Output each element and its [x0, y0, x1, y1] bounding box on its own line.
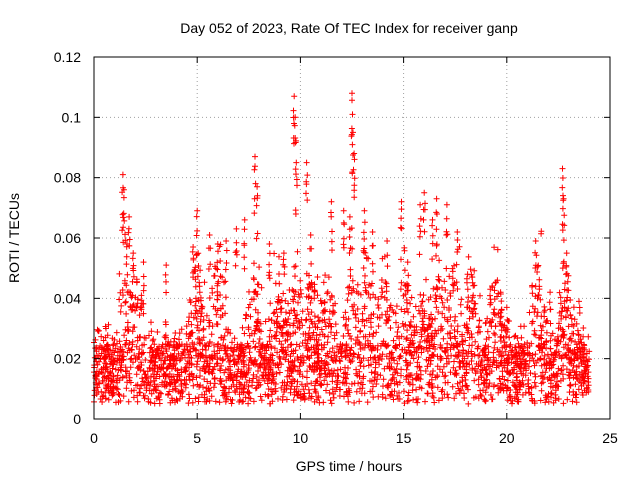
- y-tick-label: 0.1: [62, 109, 82, 125]
- grid-lines: [94, 57, 610, 419]
- y-axis-label: ROTI / TECUs: [6, 193, 22, 283]
- y-tick-label: 0.06: [54, 230, 81, 246]
- x-tick-label: 15: [396, 430, 412, 446]
- y-tick-label: 0.04: [54, 290, 81, 306]
- x-tick-label: 20: [499, 430, 515, 446]
- data-points: [91, 90, 593, 407]
- y-tick-label: 0: [73, 411, 81, 427]
- x-tick-label: 0: [90, 430, 98, 446]
- x-axis-label: GPS time / hours: [296, 458, 403, 474]
- roti-series-points: [91, 90, 593, 407]
- y-tick-label: 0.02: [54, 351, 81, 367]
- y-tick-label: 0.12: [54, 49, 81, 65]
- x-tick-label: 10: [293, 430, 309, 446]
- chart-title: Day 052 of 2023, Rate Of TEC Index for r…: [180, 20, 518, 36]
- x-tick-label: 5: [193, 430, 201, 446]
- x-tick-label: 25: [602, 430, 618, 446]
- y-tick-label: 0.08: [54, 170, 81, 186]
- axis-ticks: 0 5 10 15 20 25 0 0.02 0.04 0.06 0.08 0.1 0.12: [54, 49, 618, 446]
